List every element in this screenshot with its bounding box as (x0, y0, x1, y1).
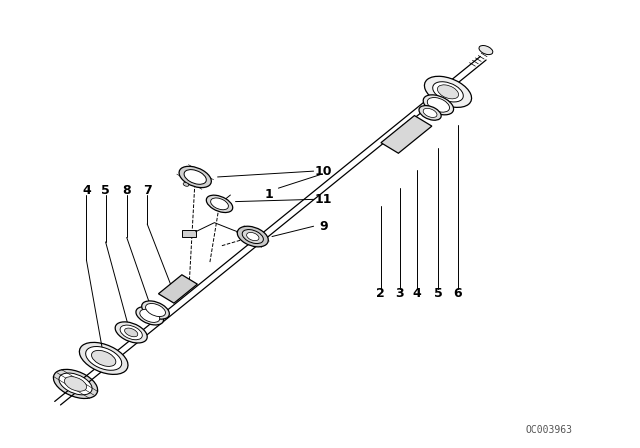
Text: 6: 6 (453, 287, 462, 300)
Text: 5: 5 (101, 184, 110, 197)
Ellipse shape (53, 370, 98, 398)
Ellipse shape (242, 229, 264, 244)
Ellipse shape (183, 182, 189, 186)
Ellipse shape (211, 198, 228, 210)
Ellipse shape (125, 328, 138, 337)
Ellipse shape (237, 226, 268, 247)
Ellipse shape (59, 373, 92, 395)
Text: 11: 11 (314, 193, 332, 206)
Ellipse shape (141, 301, 170, 319)
Text: 8: 8 (122, 184, 131, 197)
Text: 7: 7 (143, 184, 152, 197)
Text: 4: 4 (413, 287, 422, 300)
Ellipse shape (120, 325, 142, 340)
Polygon shape (159, 275, 197, 303)
Ellipse shape (92, 350, 116, 366)
Ellipse shape (437, 85, 459, 99)
Ellipse shape (140, 309, 160, 323)
Ellipse shape (428, 98, 449, 112)
Ellipse shape (206, 195, 233, 212)
Ellipse shape (433, 82, 463, 102)
Ellipse shape (184, 170, 206, 184)
Ellipse shape (424, 76, 472, 108)
Ellipse shape (423, 108, 437, 117)
Ellipse shape (479, 46, 493, 55)
Ellipse shape (423, 95, 454, 115)
Ellipse shape (419, 106, 441, 120)
Ellipse shape (115, 322, 147, 343)
Text: 1: 1 (264, 188, 273, 202)
Text: 9: 9 (319, 220, 328, 233)
FancyBboxPatch shape (182, 230, 196, 237)
Ellipse shape (79, 342, 128, 375)
Text: 5: 5 (434, 287, 443, 300)
Ellipse shape (65, 377, 86, 391)
Ellipse shape (179, 166, 211, 188)
Ellipse shape (136, 307, 164, 325)
Ellipse shape (145, 303, 166, 317)
Text: OC003963: OC003963 (526, 426, 573, 435)
Ellipse shape (86, 346, 122, 370)
Text: 10: 10 (314, 164, 332, 178)
Ellipse shape (246, 233, 259, 241)
Polygon shape (381, 116, 432, 153)
Text: 2: 2 (376, 287, 385, 300)
Text: 4: 4 (82, 184, 91, 197)
Text: 3: 3 (396, 287, 404, 300)
